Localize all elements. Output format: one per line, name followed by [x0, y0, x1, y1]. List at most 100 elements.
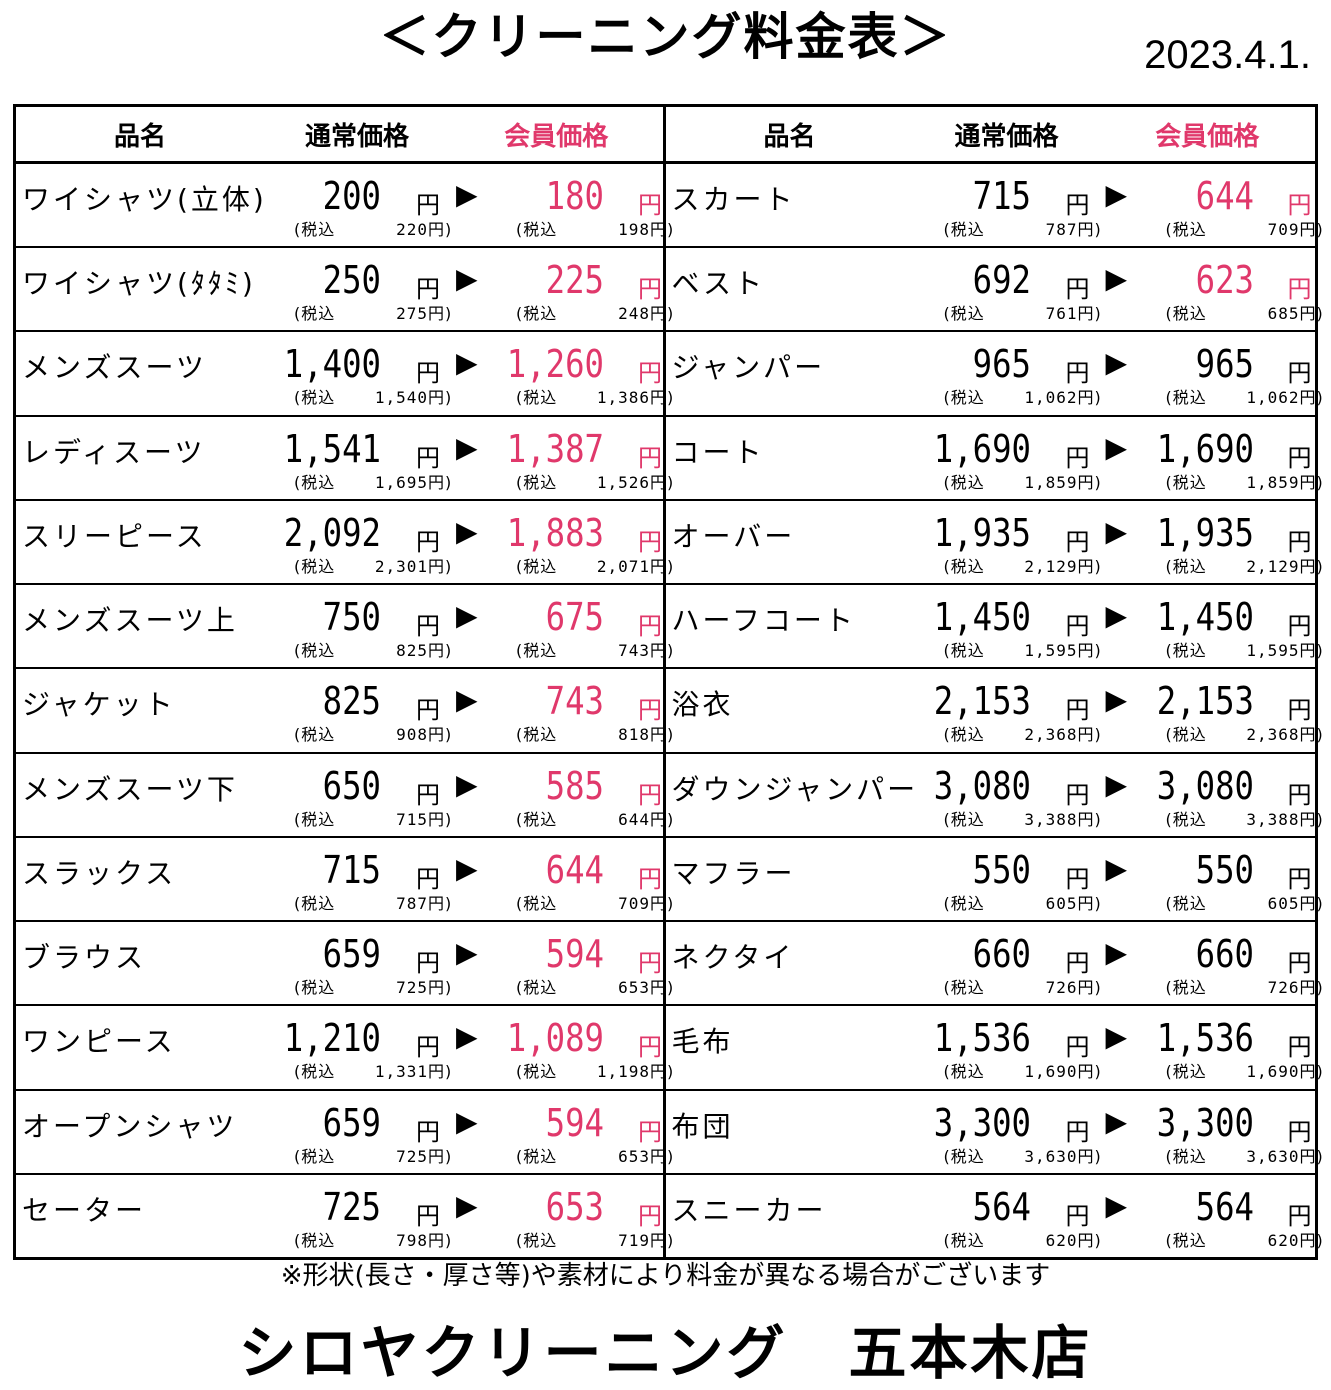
regular-price: 692 [903, 256, 1031, 304]
tax-prefix: (税込 [294, 641, 358, 661]
tax-value: 620 [1008, 1231, 1078, 1251]
tax-prefix: (税込 [516, 641, 580, 661]
arrow-icon: ▶ [456, 1189, 478, 1223]
member-price: 965 [1126, 340, 1254, 388]
regular-price: 1,210 [254, 1014, 382, 1062]
tax-prefix: (税込 [294, 810, 358, 830]
member-price: 644 [477, 846, 605, 894]
arrow-icon: ▶ [1106, 852, 1128, 886]
yen-unit: 円 [1066, 274, 1090, 304]
regular-price: 725 [254, 1183, 382, 1231]
member-tax-included: (税込 709 円) [516, 894, 674, 914]
tax-prefix: (税込 [944, 1147, 1008, 1167]
arrow-icon: ▶ [456, 683, 478, 717]
regular-tax-included: (税込 1,690 円) [944, 1062, 1102, 1082]
table-header: 品名 通常価格 会員価格 [666, 107, 1316, 164]
table-row: オープンシャツ 659 円 ▶ 594 円 (税込 725 円) (税込 653 円) [16, 1091, 663, 1175]
tax-value: 1,331 [358, 1062, 428, 1082]
tax-value: 1,526 [580, 473, 650, 493]
header-regular: 通常価格 [914, 116, 1100, 153]
table-row: スカート 715 円 ▶ 644 円 (税込 787 円) (税込 709 円) [666, 164, 1316, 248]
regular-price: 825 [254, 677, 382, 725]
member-tax-included: (税込 818 円) [516, 725, 674, 745]
member-price: 585 [477, 762, 605, 810]
table-row: ブラウス 659 円 ▶ 594 円 (税込 725 円) (税込 653 円) [16, 922, 663, 1006]
member-price: 180 [477, 172, 605, 220]
arrow-icon: ▶ [456, 1105, 478, 1139]
tax-value: 1,198 [580, 1062, 650, 1082]
member-tax-included: (税込 644 円) [516, 810, 674, 830]
tax-suffix: 円) [1300, 220, 1324, 240]
tax-suffix: 円) [1300, 894, 1324, 914]
rows-left: ワイシャツ(立体) 200 円 ▶ 180 円 (税込 220 円) (税込 198 円) ワイシャツ(… [16, 164, 663, 1257]
tax-prefix: (税込 [1166, 220, 1230, 240]
header-member: 会員価格 [1100, 116, 1316, 153]
regular-price: 1,541 [254, 425, 382, 473]
tax-value: 2,071 [580, 557, 650, 577]
yen-unit: 円 [416, 864, 440, 894]
yen-unit: 円 [416, 190, 440, 220]
tax-prefix: (税込 [944, 725, 1008, 745]
arrow-icon: ▶ [1106, 262, 1128, 296]
tax-value: 761 [1008, 304, 1078, 324]
table-row: セーター 725 円 ▶ 653 円 (税込 798 円) (税込 719 円) [16, 1175, 663, 1257]
member-tax-included: (税込 726 円) [1166, 978, 1324, 998]
tax-value: 787 [1008, 220, 1078, 240]
shop-name: シロヤクリーニング 五本木店 [0, 1318, 1331, 1388]
regular-price: 3,080 [903, 762, 1031, 810]
table-row: ワイシャツ(ﾀﾀﾐ) 250 円 ▶ 225 円 (税込 275 円) (税込 248 円) [16, 248, 663, 332]
table-row: ダウンジャンパー 3,080 円 ▶ 3,080 円 (税込 3,388 円) (税込 3,388 円… [666, 754, 1316, 838]
arrow-icon: ▶ [456, 852, 478, 886]
yen-unit: 円 [1288, 1201, 1312, 1231]
tax-value: 605 [1230, 894, 1300, 914]
tax-value: 653 [580, 1147, 650, 1167]
tax-value: 605 [1008, 894, 1078, 914]
regular-price: 1,935 [903, 509, 1031, 557]
arrow-icon: ▶ [1106, 1105, 1128, 1139]
arrow-icon: ▶ [456, 346, 478, 380]
table-row: オーバー 1,935 円 ▶ 1,935 円 (税込 2,129 円) (税込 2,129 円) [666, 501, 1316, 585]
arrow-icon: ▶ [456, 178, 478, 212]
yen-unit: 円 [416, 780, 440, 810]
tax-suffix: 円) [428, 304, 452, 324]
tax-value: 818 [580, 725, 650, 745]
tax-value: 2,129 [1230, 557, 1300, 577]
yen-unit: 円 [1066, 358, 1090, 388]
member-price: 2,153 [1126, 677, 1254, 725]
member-price: 743 [477, 677, 605, 725]
yen-unit: 円 [1066, 190, 1090, 220]
item-name: コート [672, 435, 765, 471]
member-tax-included: (税込 620 円) [1166, 1231, 1324, 1251]
tax-prefix: (税込 [516, 473, 580, 493]
tax-prefix: (税込 [294, 725, 358, 745]
arrow-icon: ▶ [456, 936, 478, 970]
item-name: 毛布 [672, 1024, 734, 1060]
yen-unit: 円 [638, 443, 662, 473]
table-row: スラックス 715 円 ▶ 644 円 (税込 787 円) (税込 709 円) [16, 838, 663, 922]
price-table-left: 品名 通常価格 会員価格 ワイシャツ(立体) 200 円 ▶ 180 円 (税込 220 円)(… [16, 107, 666, 1257]
yen-unit: 円 [416, 1201, 440, 1231]
regular-tax-included: (税込 1,695 円) [294, 473, 452, 493]
yen-unit: 円 [1288, 527, 1312, 557]
tax-prefix: (税込 [944, 1231, 1008, 1251]
tax-prefix: (税込 [516, 894, 580, 914]
yen-unit: 円 [1288, 780, 1312, 810]
regular-tax-included: (税込 220 円) [294, 220, 452, 240]
tax-value: 725 [358, 978, 428, 998]
item-name: レディスーツ [22, 435, 205, 471]
member-tax-included: (税込 1,690 円) [1166, 1062, 1324, 1082]
tax-suffix: 円) [1078, 1062, 1102, 1082]
tax-suffix: 円) [428, 641, 452, 661]
yen-unit: 円 [638, 864, 662, 894]
tax-value: 3,630 [1008, 1147, 1078, 1167]
tax-prefix: (税込 [294, 473, 358, 493]
tax-suffix: 円) [1078, 725, 1102, 745]
yen-unit: 円 [416, 358, 440, 388]
arrow-icon: ▶ [456, 431, 478, 465]
item-name: ハーフコート [672, 603, 856, 639]
tax-value: 2,368 [1008, 725, 1078, 745]
tax-value: 709 [1230, 220, 1300, 240]
tax-value: 2,301 [358, 557, 428, 577]
tax-value: 1,690 [1230, 1062, 1300, 1082]
item-name: スニーカー [672, 1193, 827, 1229]
